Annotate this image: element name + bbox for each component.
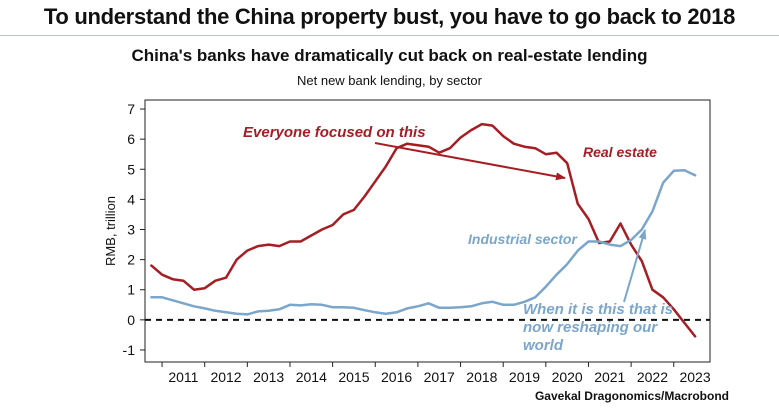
reshaping-callout-line: When it is this that is [523,301,673,318]
series-lines [150,122,697,338]
focus-callout-text: Everyone focused on this [243,124,426,141]
x-tick-label: 2022 [637,369,668,385]
x-tick-label: 2016 [381,369,412,385]
x-tick-label: 2012 [210,369,241,385]
y-tick-label: -1 [123,342,136,358]
y-tick-label: 6 [127,131,135,147]
x-tick-label: 2015 [338,369,369,385]
reshaping-callout-line: now reshaping our [523,319,658,336]
x-tick-label: 2014 [296,369,327,385]
reshaping-callout-arrow [623,229,647,303]
x-tick-label: 2021 [594,369,625,385]
y-axis-label: RMB, trillion [103,196,118,266]
y-tick-label: 7 [127,101,135,117]
focus-callout-arrow [374,142,566,181]
x-tick-label: 2018 [466,369,497,385]
x-tick-label: 2013 [253,369,284,385]
source-credit: Gavekal Dragonomics/Macrobond [534,389,729,403]
axes: 7 6 5 4 3 2 1 0 -1 2011 2012 2013 2014 2015 2016 2017 20… [103,101,711,385]
chart-title: China's banks have dramatically cut back… [131,46,648,65]
headline: To understand the China property bust, y… [43,4,736,29]
x-tick-label: 2020 [552,369,583,385]
industrial-sector-line [150,168,697,316]
y-tick-label: 2 [127,252,135,268]
x-tick-label: 2017 [424,369,455,385]
y-tick-label: 0 [127,312,135,328]
industrial-sector-label: Industrial sector [468,231,578,247]
headline-divider [0,35,779,36]
annotations: Everyone focused on this Real estate Indus… [243,124,673,354]
y-tick-label: 1 [127,282,135,298]
x-tick-label: 2011 [168,369,198,385]
y-tick-label: 5 [127,161,135,177]
chart-subtitle: Net new bank lending, by sector [297,73,482,88]
real-estate-label: Real estate [583,144,657,160]
y-tick-label: 3 [127,221,135,237]
plot-frame [144,99,711,363]
x-tick-label: 2023 [679,369,710,385]
x-tick-label: 2019 [509,369,540,385]
y-tick-label: 4 [127,191,135,207]
reshaping-callout-line: world [523,337,564,354]
